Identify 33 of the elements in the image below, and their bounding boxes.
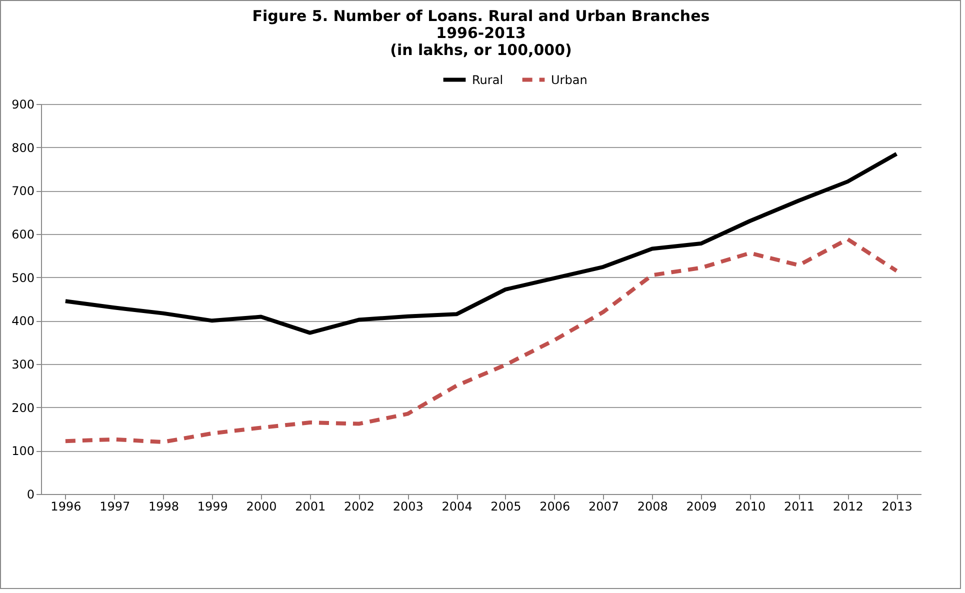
y-tick-label: 100 <box>12 444 34 458</box>
x-tick-label: 1997 <box>100 500 130 514</box>
y-tick-label: 500 <box>12 270 34 285</box>
legend-label: Rural <box>472 72 504 87</box>
x-tick-label: 2004 <box>442 500 472 514</box>
x-tick-label: 2002 <box>344 500 375 514</box>
legend-label: Urban <box>551 72 588 87</box>
y-tick-label: 200 <box>12 400 34 415</box>
x-tick-label: 2001 <box>295 500 326 514</box>
y-tick-label: 800 <box>12 140 34 155</box>
x-tick-label: 2013 <box>882 500 912 514</box>
y-tick-label: 900 <box>12 98 34 112</box>
y-tick-label: 0 <box>26 488 34 502</box>
line-series <box>63 152 899 335</box>
x-tick-label: 2006 <box>540 500 570 514</box>
y-tick-label: 400 <box>12 314 34 328</box>
x-tick-label: 2010 <box>735 500 766 514</box>
x-tick-label: 2007 <box>588 500 619 514</box>
chart-title: Figure 5. Number of Loans. Rural and Urban Branches 1996-2013 (in lakhs, or 100,000) <box>252 7 710 59</box>
x-tick-label: 2011 <box>784 500 815 514</box>
x-tick-label: 1996 <box>50 500 82 514</box>
line-series <box>63 237 899 444</box>
x-tick-label: 2000 <box>246 500 277 514</box>
x-tick-label: 2005 <box>490 500 522 514</box>
y-tick-label: 600 <box>12 228 34 242</box>
x-tick-label: 2012 <box>832 500 864 514</box>
x-tick-label: 2003 <box>392 500 424 514</box>
y-tick-label: 700 <box>12 184 34 198</box>
y-tick-label: 300 <box>12 358 34 372</box>
x-tick-label: 2008 <box>637 500 668 514</box>
x-tick-label: 1998 <box>148 500 179 514</box>
x-tick-label: 1999 <box>197 500 228 514</box>
x-tick-label: 2009 <box>686 500 717 514</box>
